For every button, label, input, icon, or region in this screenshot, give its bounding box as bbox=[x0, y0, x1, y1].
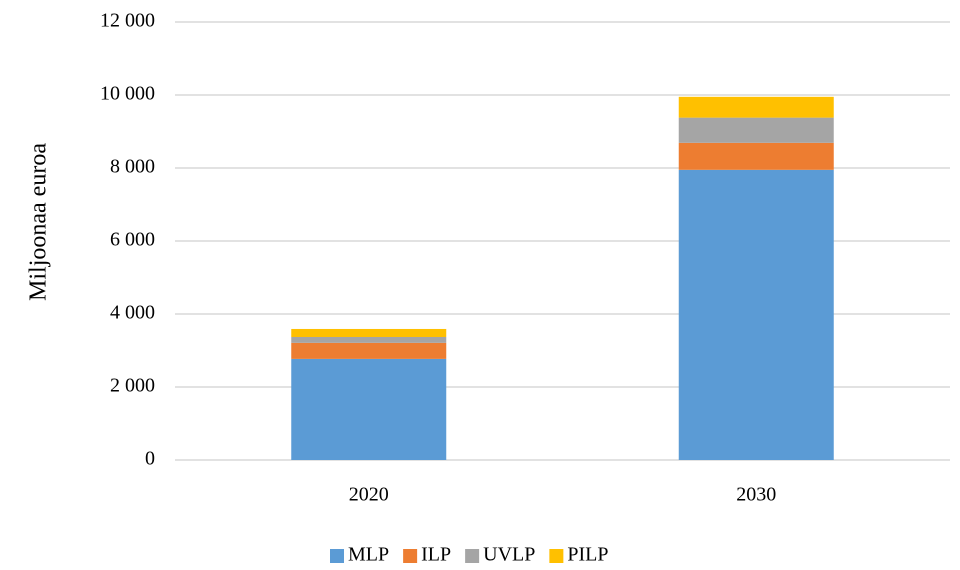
bar-segment bbox=[678, 142, 834, 170]
legend-label: MLP bbox=[348, 544, 389, 566]
legend-label: UVLP bbox=[483, 544, 535, 566]
bar-segment bbox=[678, 117, 834, 143]
y-tick-label: 10 000 bbox=[100, 83, 155, 105]
bar-segment bbox=[678, 169, 834, 460]
x-tick-label: 2030 bbox=[736, 484, 776, 506]
bar-segment bbox=[291, 358, 447, 460]
y-axis-label: Miljoonaa euroa bbox=[26, 143, 52, 301]
y-tick-label: 12 000 bbox=[100, 10, 155, 32]
legend-swatch bbox=[403, 549, 418, 563]
bar-segment bbox=[291, 328, 447, 337]
bar-segment bbox=[291, 342, 447, 359]
bar-segment bbox=[678, 96, 834, 118]
y-tick-label: 2 000 bbox=[110, 375, 155, 397]
y-tick-label: 8 000 bbox=[110, 156, 155, 178]
bar-segment bbox=[291, 336, 447, 343]
y-tick-label: 6 000 bbox=[110, 229, 155, 251]
legend-swatch bbox=[465, 549, 480, 563]
y-tick-label: 4 000 bbox=[110, 302, 155, 324]
y-tick-label: 0 bbox=[145, 448, 155, 470]
legend-label: PILP bbox=[567, 544, 608, 566]
x-tick-label: 2020 bbox=[349, 484, 389, 506]
legend-label: ILP bbox=[421, 544, 451, 566]
legend-swatch bbox=[330, 549, 344, 563]
legend-swatch bbox=[549, 549, 564, 563]
